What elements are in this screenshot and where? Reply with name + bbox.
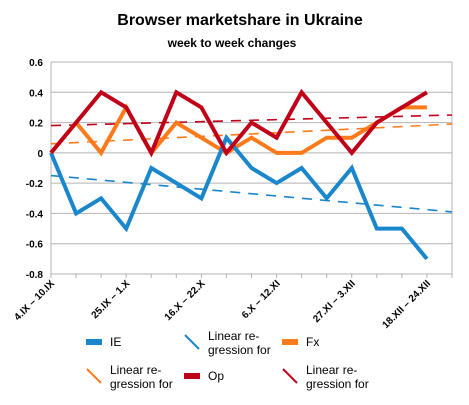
y-tick-label: 0.2	[29, 119, 43, 130]
x-tick-label: 25.IX – 1.X	[90, 278, 133, 321]
x-tick-label: 16.X – 22.X	[163, 278, 208, 323]
trendline-fx	[50, 123, 453, 145]
y-tick-label: -0.6	[26, 240, 44, 251]
chart-subtitle: week to week changes	[167, 36, 297, 50]
y-tick-label: 0.4	[29, 88, 43, 99]
series-line-ie	[49, 133, 429, 261]
legend-label-fx: Fx	[306, 335, 319, 349]
legend-label-fx-trend: Linear re-gression for	[110, 363, 173, 391]
trendline-ie	[50, 174, 453, 213]
y-tick-label: -0.4	[26, 209, 44, 220]
legend-swatch-op-trend	[282, 368, 298, 384]
y-tick-label: 0	[37, 149, 43, 160]
legend-label-ie-trend: Linear re-gression for	[208, 329, 271, 357]
series-lines	[49, 88, 429, 261]
legend-label-op-trend: Linear re-gression for	[306, 363, 369, 391]
legend: IE Linear re-gression for Fx Linear re-gres…	[86, 329, 369, 391]
x-axis-ticks: 4.IX – 10.IX 25.IX – 1.X 16.X – 22.X 6.X – …	[12, 278, 433, 331]
legend-swatch-fx-trend	[86, 368, 102, 384]
x-tick-label: 18.XII – 24.XII	[380, 278, 433, 331]
chart-title: Browser marketshare in Ukraine	[117, 12, 363, 29]
legend-label-op: Op	[208, 369, 224, 383]
x-tick-label: 6.X – 12.XI	[240, 278, 283, 321]
y-tick-label: 0.6	[29, 58, 43, 69]
y-tick-label: -0.8	[26, 270, 44, 281]
y-axis-ticks: 0.6 0.4 0.2 0 -0.2 -0.4 -0.6 -0.8	[26, 58, 44, 281]
y-tick-label: -0.2	[26, 179, 44, 190]
series-line-op	[49, 88, 428, 158]
x-tick-label: 27.XI – 3.XII	[311, 278, 358, 325]
x-tick-label: 4.IX – 10.IX	[12, 278, 57, 323]
trendlines	[50, 114, 453, 213]
series-line-fx	[49, 103, 427, 157]
legend-label-ie: IE	[110, 335, 121, 349]
legend-swatch-ie-trend	[184, 334, 200, 350]
